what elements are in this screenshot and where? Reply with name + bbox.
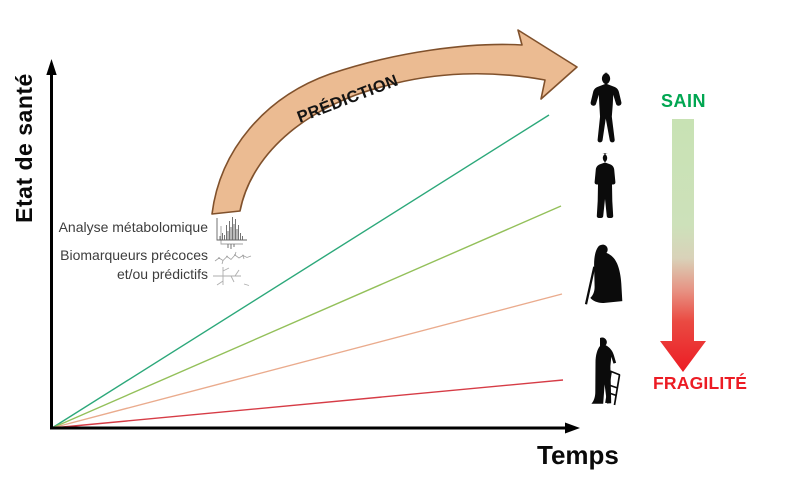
woman-with-cane-icon bbox=[584, 244, 623, 305]
axes bbox=[46, 59, 580, 434]
molecule-icon bbox=[214, 251, 252, 265]
prediction-curved-arrow-icon bbox=[211, 29, 578, 215]
annotation-biomarkers-line1: Biomarqueurs précoces bbox=[60, 247, 208, 263]
x-axis-arrowhead-icon bbox=[565, 422, 580, 434]
trajectory-line-frail bbox=[51, 379, 564, 429]
sain-fragilite-gradient-arrow-icon bbox=[660, 119, 706, 372]
y-axis-arrowhead-icon bbox=[46, 59, 57, 75]
trajectory-line-moderate-decline bbox=[51, 293, 563, 429]
spectrum-plot-icon bbox=[216, 217, 247, 249]
fragilite-label: FRAGILITÉ bbox=[653, 373, 748, 393]
annotation-biomarkers-line2: et/ou prédictifs bbox=[116, 266, 208, 282]
person-with-walker-icon bbox=[591, 337, 621, 406]
x-axis-label: Temps bbox=[537, 440, 619, 470]
trajectory-lines bbox=[51, 114, 564, 429]
aging-figures bbox=[584, 72, 623, 406]
standing-man-icon bbox=[594, 152, 616, 218]
annotation-metabolomic-analysis: Analyse métabolomique bbox=[58, 219, 208, 235]
trajectory-line-mild-decline bbox=[51, 205, 562, 429]
walking-man-icon bbox=[590, 72, 622, 143]
y-axis-label: Etat de santé bbox=[11, 73, 37, 223]
cane-icon bbox=[584, 266, 596, 305]
skeletal-formula-icon bbox=[213, 267, 250, 286]
sain-label: SAIN bbox=[661, 91, 707, 111]
trajectory-line-healthy bbox=[51, 114, 550, 429]
